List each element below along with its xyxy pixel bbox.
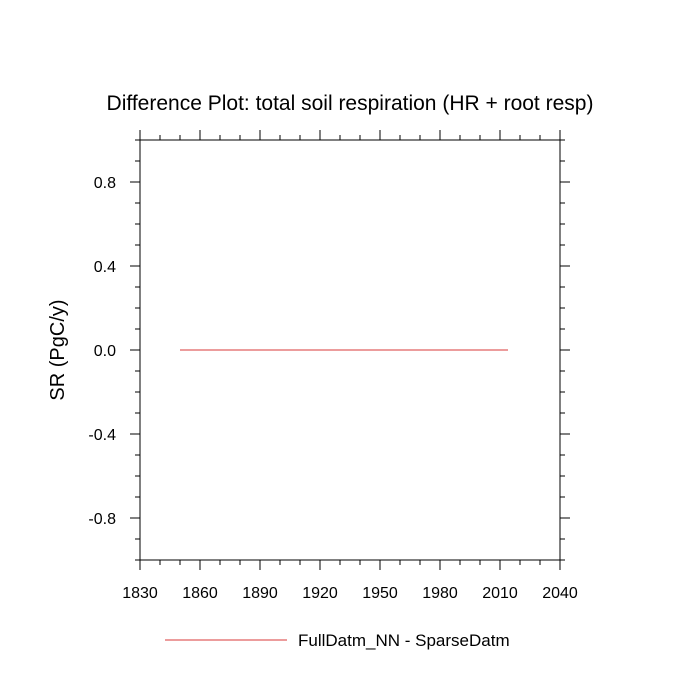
y-axis-tick-labels: 0.8 0.4 0.0 -0.4 -0.8 bbox=[88, 175, 116, 528]
y-axis-ticks bbox=[130, 139, 570, 561]
y-tick-label: 0.0 bbox=[94, 343, 116, 360]
y-tick-label: 0.8 bbox=[94, 175, 116, 192]
x-tick-label: 2040 bbox=[542, 585, 578, 602]
x-tick-label: 2010 bbox=[482, 585, 518, 602]
x-axis-ticks bbox=[139, 130, 561, 570]
x-tick-label: 1860 bbox=[182, 585, 218, 602]
legend-entry-label: FullDatm_NN - SparseDatm bbox=[298, 631, 510, 650]
y-tick-label: 0.4 bbox=[94, 259, 116, 276]
x-tick-label: 1830 bbox=[122, 585, 158, 602]
x-axis-tick-labels: 1830 1860 1890 1920 1950 1980 2010 2040 bbox=[122, 585, 578, 602]
x-tick-label: 1980 bbox=[422, 585, 458, 602]
x-tick-label: 1920 bbox=[302, 585, 338, 602]
x-tick-label: 1890 bbox=[242, 585, 278, 602]
y-tick-label: -0.8 bbox=[88, 511, 116, 528]
y-tick-label: -0.4 bbox=[88, 427, 116, 444]
y-axis-label: SR (PgC/y) bbox=[47, 299, 69, 400]
legend: FullDatm_NN - SparseDatm bbox=[165, 631, 510, 650]
x-tick-label: 1950 bbox=[362, 585, 398, 602]
chart-title: Difference Plot: total soil respiration … bbox=[107, 92, 594, 115]
